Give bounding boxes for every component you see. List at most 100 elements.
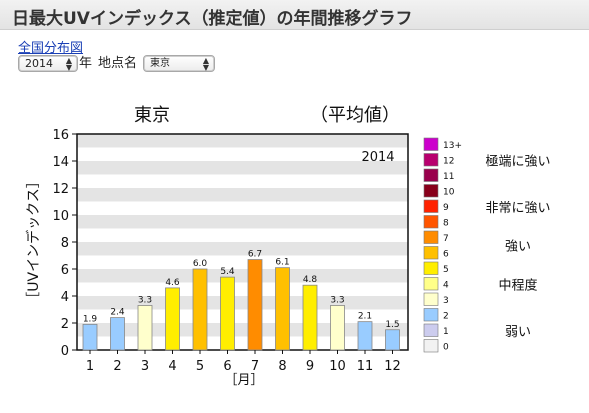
bar-value-label: 4.6 — [165, 278, 180, 288]
legend-level-label: 11 — [443, 172, 454, 182]
x-tick-label: 12 — [384, 359, 401, 374]
legend-category-label: 強い — [505, 240, 531, 255]
y-tick-label: 12 — [52, 182, 69, 197]
legend-level-label: 12 — [443, 157, 454, 167]
x-tick-label: 2 — [113, 359, 121, 374]
year-suffix: 年 — [79, 56, 93, 71]
legend-level-label: 2 — [443, 312, 449, 322]
legend-level-label: 1 — [443, 327, 449, 337]
bar-month-6 — [220, 276, 235, 351]
legend-level-label: 8 — [443, 219, 449, 229]
x-tick-label: 8 — [278, 359, 286, 374]
legend-swatch — [423, 323, 439, 337]
legend-level-label: 4 — [443, 281, 449, 291]
bar-value-label: 6.0 — [193, 259, 208, 269]
grid-band — [77, 134, 408, 148]
legend-swatch — [423, 168, 439, 182]
x-tick-label: 3 — [141, 359, 149, 374]
x-tick-label: 6 — [223, 359, 231, 374]
bar-month-8 — [275, 267, 290, 351]
legend-category-label: 弱い — [505, 325, 531, 340]
x-tick-label: 9 — [306, 359, 314, 374]
chart-title: 東京 — [134, 105, 170, 126]
y-tick-label: 8 — [61, 236, 69, 251]
bar-month-11 — [357, 321, 373, 351]
grid-band — [77, 296, 408, 310]
bar-value-label: 6.1 — [275, 258, 289, 268]
legend-level-label: 3 — [443, 296, 449, 306]
y-tick-label: 2 — [61, 317, 69, 332]
bar-value-label: 2.4 — [110, 308, 125, 318]
location-label: 地点名 — [98, 56, 138, 71]
chart-subtitle: （平均値） — [310, 105, 400, 126]
y-tick-label: 10 — [52, 209, 69, 224]
bar-month-3 — [137, 305, 153, 351]
legend-swatch — [423, 230, 439, 244]
bar-value-label: 3.3 — [330, 295, 344, 305]
bar-value-label: 6.7 — [248, 250, 262, 260]
x-tick-label: 11 — [357, 359, 374, 374]
legend-swatch — [423, 184, 439, 198]
legend-swatch — [423, 137, 439, 151]
updown-arrows-icon: ▲ ▼ — [65, 56, 72, 72]
y-tick-label: 14 — [52, 155, 69, 170]
legend-swatch — [423, 277, 439, 291]
y-tick-label: 0 — [61, 344, 69, 359]
legend-level-label: 10 — [443, 188, 455, 198]
bar-month-1 — [82, 323, 98, 351]
bar-value-label: 3.3 — [138, 295, 152, 305]
legend-swatch — [423, 153, 439, 167]
year-annotation: 2014 — [361, 150, 394, 165]
bar-month-10 — [330, 305, 345, 351]
bar-month-2 — [110, 317, 125, 351]
legend-level-label: 5 — [443, 265, 449, 275]
y-tick-label: 4 — [61, 290, 69, 305]
x-tick-label: 4 — [168, 359, 176, 374]
legend-swatch — [423, 292, 439, 306]
year-select[interactable]: 2014 ▲ ▼ — [18, 55, 78, 72]
year-select-value: 2014 — [25, 57, 53, 70]
legend-category-label: 非常に強い — [485, 201, 550, 216]
bar-month-7 — [247, 259, 263, 351]
title-bar: 日最大UVインデックス（推定値）の年間推移グラフ — [0, 0, 589, 30]
legend-level-label: 13+ — [443, 141, 462, 151]
x-tick-label: 1 — [86, 359, 94, 374]
legend-swatch — [423, 215, 439, 229]
legend-swatch — [423, 199, 439, 213]
grid-band — [77, 215, 408, 229]
legend-swatch — [423, 246, 439, 260]
legend-level-label: 7 — [443, 234, 449, 244]
bar-month-5 — [192, 268, 208, 351]
bar-value-label: 1.5 — [385, 320, 399, 330]
legend-level-label: 9 — [443, 203, 449, 213]
grid-band — [77, 242, 408, 256]
location-select-value: 東京 — [150, 58, 170, 69]
y-tick-label: 16 — [52, 128, 69, 143]
grid-bands — [77, 134, 408, 337]
location-select[interactable]: 東京 ▲ ▼ — [143, 55, 215, 72]
y-tick-label: 6 — [61, 263, 69, 278]
updown-arrows-icon: ▲ ▼ — [202, 56, 209, 72]
legend-category-label: 中程度 — [498, 277, 537, 293]
bar-value-label: 5.4 — [220, 267, 235, 277]
legend-swatch — [423, 261, 439, 275]
x-axis-label: ［月］ — [224, 373, 263, 388]
bar-value-label: 4.8 — [303, 275, 318, 285]
x-tick-label: 7 — [251, 359, 259, 374]
national-map-link[interactable]: 全国分布図 — [18, 41, 84, 56]
legend-swatch — [423, 308, 439, 322]
legend-level-label: 6 — [443, 250, 449, 260]
bar-value-label: 1.9 — [83, 314, 98, 324]
grid-band — [77, 188, 408, 202]
legend-level-label: 0 — [443, 343, 449, 353]
grid-band — [77, 323, 408, 337]
bar-month-12 — [385, 329, 400, 351]
y-axis-label: ［UVインデックス］ — [25, 174, 42, 305]
bar-month-4 — [165, 287, 180, 351]
legend-category-label: 極端に強い — [485, 153, 550, 169]
bar-month-9 — [302, 284, 318, 351]
bar-value-label: 2.1 — [358, 312, 372, 322]
x-tick-label: 10 — [329, 359, 346, 374]
